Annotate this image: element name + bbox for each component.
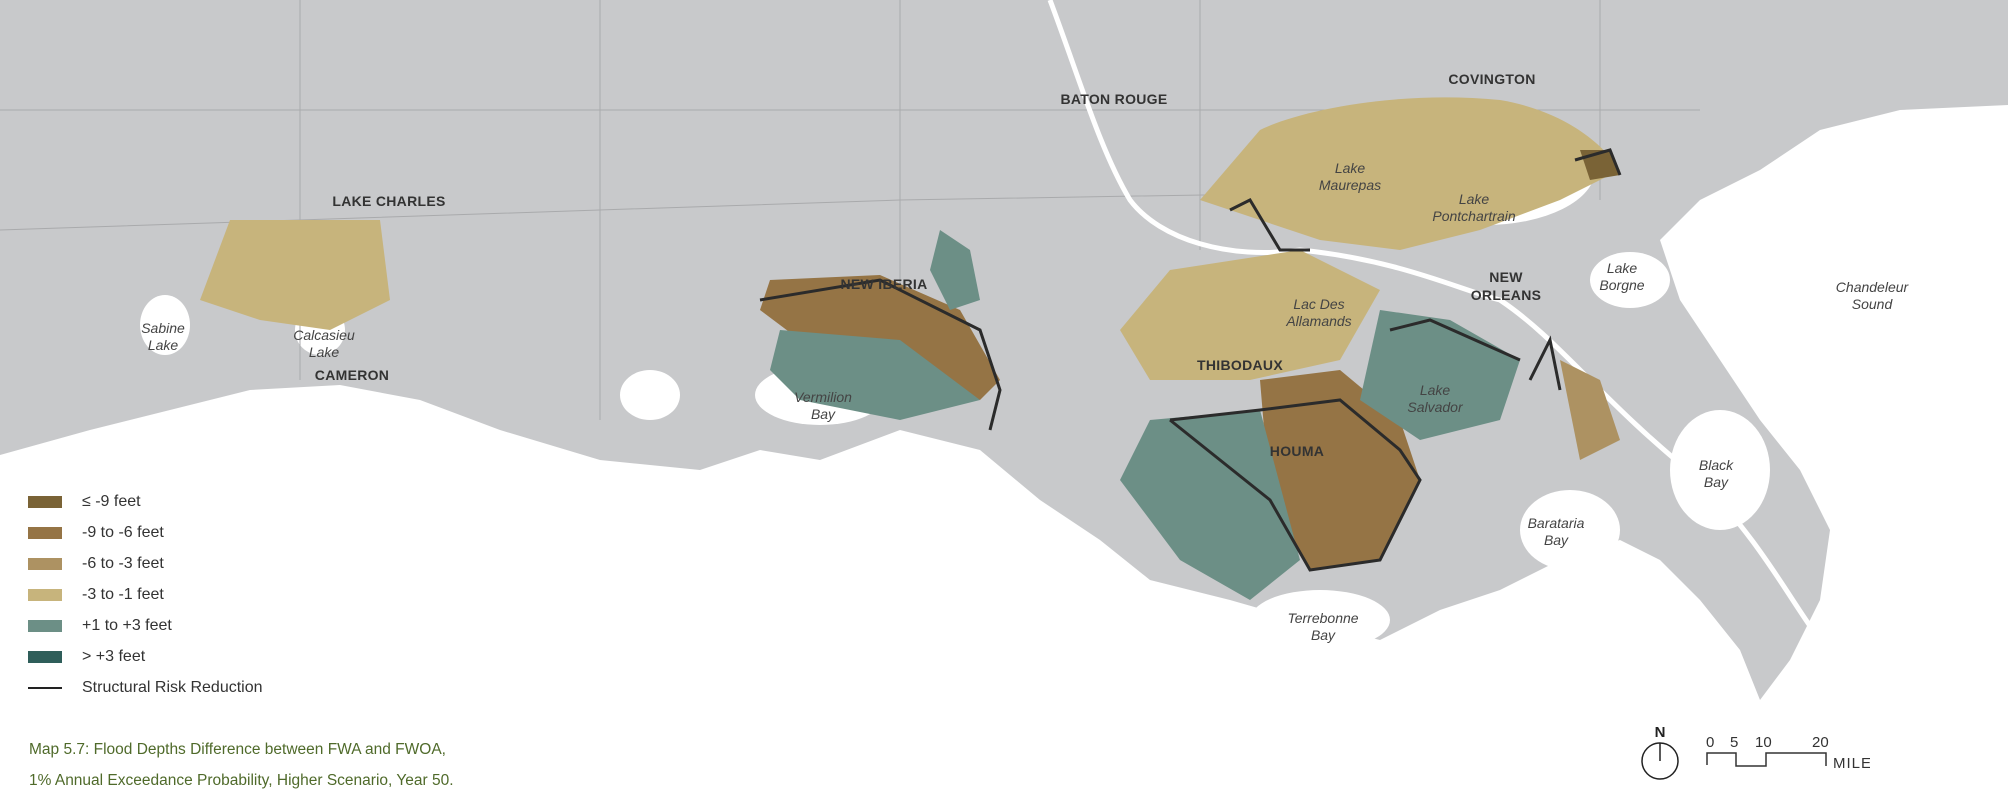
legend-swatch [28, 495, 62, 508]
water-label: Lake Pontchartrain [1432, 191, 1516, 224]
legend-label: -9 to -6 feet [82, 523, 164, 541]
city-label: COVINGTON [1448, 71, 1536, 87]
water-label: Terrebonne Bay [1287, 610, 1359, 643]
water-label: Calcasieu Lake [293, 327, 355, 360]
legend-item: ≤ -9 feet [28, 486, 263, 517]
legend-swatch [28, 557, 62, 570]
city-label: LAKE CHARLES [332, 193, 446, 209]
city-label: BATON ROUGE [1060, 91, 1168, 107]
legend-swatch [28, 619, 62, 632]
water-label: Lac Des Allamands [1286, 296, 1352, 329]
legend-label: ≤ -9 feet [82, 492, 141, 510]
scale-tick-label: 5 [1730, 734, 1738, 751]
flood-zones [200, 97, 1620, 600]
scale-unit: MILES [1833, 755, 1870, 772]
city-label: HOUMA [1269, 443, 1325, 459]
water-label: Lake Salvador [1407, 382, 1463, 415]
scale-tick-label: 10 [1755, 734, 1772, 751]
legend-swatch [28, 588, 62, 601]
map-caption: Map 5.7: Flood Depths Difference between… [29, 734, 454, 796]
legend-item: -9 to -6 feet [28, 517, 263, 548]
water-label: Black Bay [1698, 457, 1734, 490]
legend-label: Structural Risk Reduction [82, 678, 263, 696]
north-label: N [1654, 724, 1666, 741]
scale-tick-label: 0 [1706, 734, 1714, 751]
city-label: CAMERON [314, 367, 390, 383]
compass-icon [1641, 742, 1679, 780]
city-label: NEW IBERIA [840, 276, 928, 292]
scale-bar: 0 5 10 20 MILES [1700, 727, 1882, 782]
structural-risk-reduction-lines [759, 148, 1622, 572]
water-label: Barataria Bay [1527, 515, 1585, 548]
water-label: Sabine Lake [141, 320, 185, 353]
water-label: Lake Borgne [1599, 260, 1645, 293]
legend-label: -6 to -3 feet [82, 554, 164, 572]
legend-item: -3 to -1 feet [28, 579, 263, 610]
legend-swatch [28, 650, 62, 663]
mississippi-river [1047, 0, 1823, 642]
city-label: THIBODAUX [1197, 357, 1283, 373]
water-label: Chandeleur Sound [1835, 279, 1909, 312]
legend-item-line: Structural Risk Reduction [28, 672, 263, 703]
city-label: NEW ORLEANS [1470, 269, 1542, 303]
legend: ≤ -9 feet -9 to -6 feet -6 to -3 feet -3… [28, 486, 263, 703]
legend-label: -3 to -1 feet [82, 585, 164, 603]
legend-swatch [28, 526, 62, 539]
legend-item: > +3 feet [28, 641, 263, 672]
legend-label: > +3 feet [82, 647, 146, 665]
water-label: Vermilion Bay [794, 389, 852, 422]
caption-line: Map 5.7: Flood Depths Difference between… [29, 741, 446, 758]
caption-line: 1% Annual Exceedance Probability, Higher… [29, 772, 454, 789]
legend-label: +1 to +3 feet [82, 616, 172, 634]
scale-tick-label: 20 [1812, 734, 1829, 751]
north-arrow: N [1640, 724, 1680, 786]
legend-item: +1 to +3 feet [28, 610, 263, 641]
legend-item: -6 to -3 feet [28, 548, 263, 579]
legend-line-swatch [28, 686, 62, 689]
water-label: Lake Maurepas [1318, 160, 1382, 193]
scale-line [1706, 752, 1827, 767]
